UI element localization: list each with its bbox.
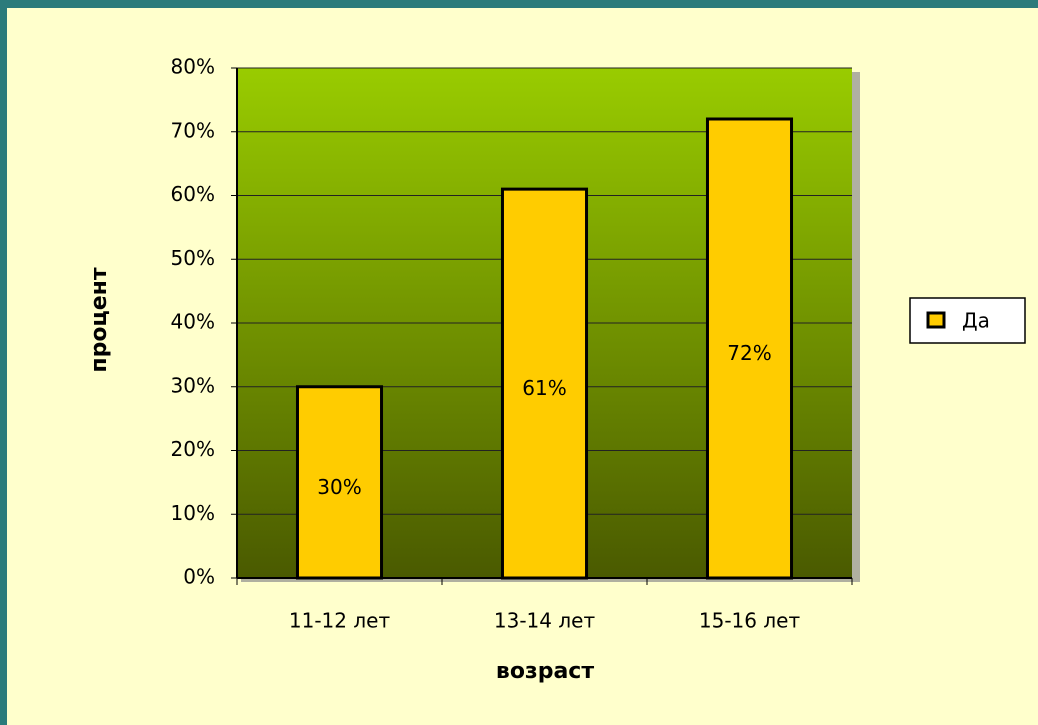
x-tick-label: 11-12 лет — [289, 609, 391, 633]
y-axis-title: процент — [87, 267, 112, 372]
data-label: 61% — [522, 376, 566, 400]
x-tick-label: 15-16 лет — [699, 609, 801, 633]
y-tick-label: 20% — [171, 437, 215, 461]
bar — [295, 385, 384, 580]
x-tick-label: 13-14 лет — [494, 609, 596, 633]
data-label: 30% — [317, 475, 361, 499]
data-label: 72% — [727, 341, 771, 365]
y-tick-label: 0% — [183, 565, 215, 589]
y-tick-label: 50% — [171, 246, 215, 270]
x-axis-title: возраст — [496, 659, 594, 684]
y-tick-label: 80% — [171, 55, 215, 79]
y-tick-label: 10% — [171, 501, 215, 525]
legend-label: Да — [962, 309, 990, 333]
legend-swatch — [926, 311, 946, 329]
bar — [500, 187, 589, 580]
y-tick-label: 70% — [171, 118, 215, 142]
y-tick-label: 30% — [171, 373, 215, 397]
y-tick-label: 60% — [171, 182, 215, 206]
y-tick-label: 40% — [171, 310, 215, 334]
bar — [705, 117, 794, 580]
